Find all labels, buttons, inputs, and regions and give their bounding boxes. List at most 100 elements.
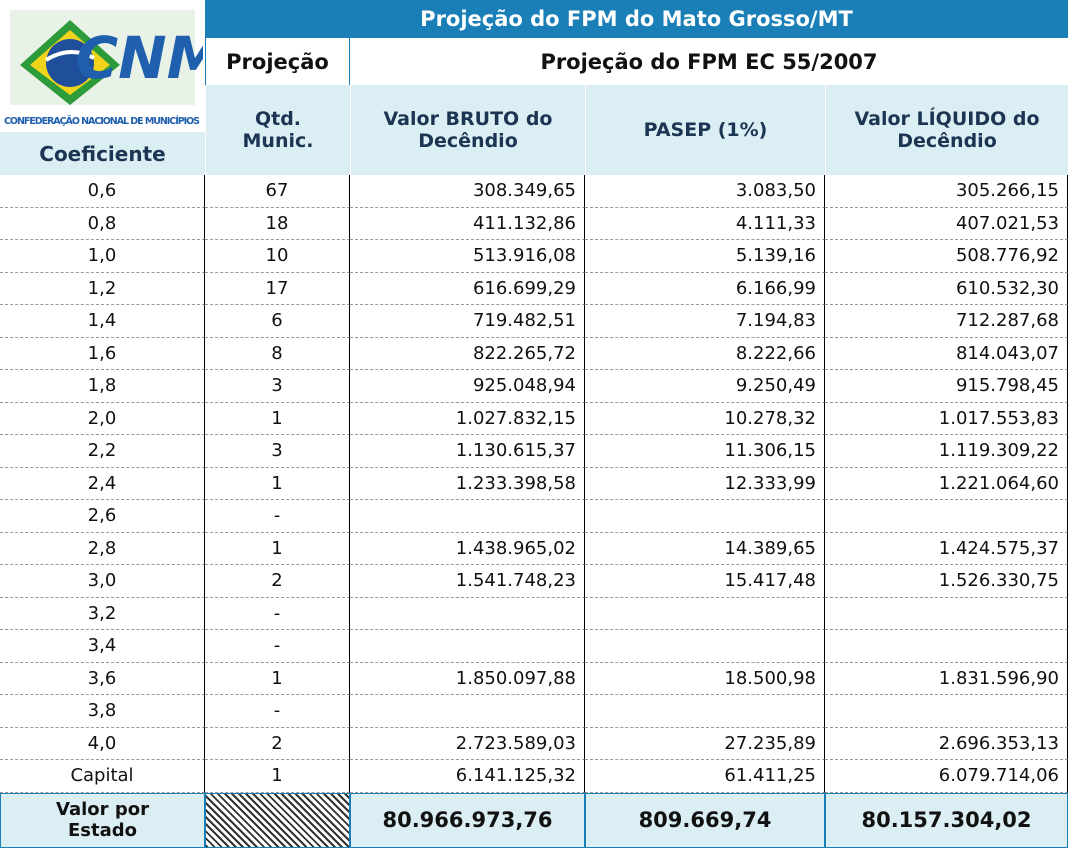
footer-cell: Valor por Estado	[0, 792, 205, 848]
hatched-cell	[205, 792, 350, 848]
cell: 1	[205, 760, 350, 793]
cell: 2	[205, 727, 350, 760]
cell: 0,6	[0, 175, 205, 208]
cell: 10	[205, 240, 350, 273]
cell: 305.266,15	[825, 175, 1068, 208]
cell: 2,0	[0, 402, 205, 435]
cell: 14.389,65	[585, 532, 825, 565]
cell: 17	[205, 272, 350, 305]
cell: 2	[205, 565, 350, 598]
cell	[585, 695, 825, 728]
cell: 1.850.097,88	[350, 662, 585, 695]
cell: -	[205, 630, 350, 663]
cell: 67	[205, 175, 350, 208]
cell	[585, 500, 825, 533]
cell: 1.130.615,37	[350, 435, 585, 468]
cell: 6.166,99	[585, 272, 825, 305]
cell: 3	[205, 435, 350, 468]
cell: -	[205, 500, 350, 533]
cell: 8.222,66	[585, 337, 825, 370]
cell: 18	[205, 207, 350, 240]
cell: 1.017.553,83	[825, 402, 1068, 435]
cell: 2.696.353,13	[825, 727, 1068, 760]
cell: 1	[205, 532, 350, 565]
cell: 4.111,33	[585, 207, 825, 240]
cell: 1	[205, 402, 350, 435]
cell: 61.411,25	[585, 760, 825, 793]
cell	[585, 630, 825, 663]
cell: 1,2	[0, 272, 205, 305]
cell: 1.221.064,60	[825, 467, 1068, 500]
cell: 822.265,72	[350, 337, 585, 370]
cell: 616.699,29	[350, 272, 585, 305]
cell: Capital	[0, 760, 205, 793]
cell: 1,8	[0, 370, 205, 403]
cell: 9.250,49	[585, 370, 825, 403]
cell: 2,6	[0, 500, 205, 533]
cell: -	[205, 695, 350, 728]
cell: 18.500,98	[585, 662, 825, 695]
column-header: Qtd. Munic.	[205, 85, 350, 175]
cell: 3,6	[0, 662, 205, 695]
cell: 15.417,48	[585, 565, 825, 598]
cell: 3,4	[0, 630, 205, 663]
cell: 4,0	[0, 727, 205, 760]
cell: 1.233.398,58	[350, 467, 585, 500]
cell: 27.235,89	[585, 727, 825, 760]
cell	[350, 500, 585, 533]
group-right: Projeção do FPM EC 55/2007	[540, 49, 878, 74]
cell: 1.424.575,37	[825, 532, 1068, 565]
cell: 3	[205, 370, 350, 403]
cell	[350, 695, 585, 728]
cell: 6	[205, 305, 350, 338]
column-header: Valor LÍQUIDO do Decêndio	[825, 85, 1068, 175]
footer-cell: 809.669,74	[585, 792, 825, 848]
footer-cell: 80.966.973,76	[350, 792, 585, 848]
cell: 712.287,68	[825, 305, 1068, 338]
cell: 1,4	[0, 305, 205, 338]
cell: 407.021,53	[825, 207, 1068, 240]
cell: 925.048,94	[350, 370, 585, 403]
cell: 10.278,32	[585, 402, 825, 435]
cell: 3,2	[0, 597, 205, 630]
cell: 1.526.330,75	[825, 565, 1068, 598]
cell: 6.079.714,06	[825, 760, 1068, 793]
cell: 814.043,07	[825, 337, 1068, 370]
cell	[825, 500, 1068, 533]
cell: 1.831.596,90	[825, 662, 1068, 695]
cell: 719.482,51	[350, 305, 585, 338]
cell: 1.119.309,22	[825, 435, 1068, 468]
footer-cell: 80.157.304,02	[825, 792, 1068, 848]
cell: 915.798,45	[825, 370, 1068, 403]
cell: 3.083,50	[585, 175, 825, 208]
cell: 1.027.832,15	[350, 402, 585, 435]
cell	[825, 695, 1068, 728]
cell: 1,6	[0, 337, 205, 370]
cell: 5.139,16	[585, 240, 825, 273]
cell: 610.532,30	[825, 272, 1068, 305]
column-header: Valor BRUTO do Decêndio	[350, 85, 585, 175]
cell: 2,8	[0, 532, 205, 565]
cell: 2,4	[0, 467, 205, 500]
cell: 0,8	[0, 207, 205, 240]
column-header: Coeficiente	[0, 132, 205, 175]
cell: 1	[205, 662, 350, 695]
cell: 12.333,99	[585, 467, 825, 500]
logo: CNM CONFEDERAÇÃO NACIONAL DE MUNICÍPIOS	[0, 0, 205, 132]
cell	[350, 630, 585, 663]
cell: 2.723.589,03	[350, 727, 585, 760]
cell: 2,2	[0, 435, 205, 468]
title: Projeção do FPM do Mato Grosso/MT	[205, 0, 1068, 38]
cell: 1.438.965,02	[350, 532, 585, 565]
cell	[825, 630, 1068, 663]
cell: -	[205, 597, 350, 630]
column-header: PASEP (1%)	[585, 85, 825, 175]
cell: 6.141.125,32	[350, 760, 585, 793]
cell: 1	[205, 467, 350, 500]
cell: 1,0	[0, 240, 205, 273]
cell: 7.194,83	[585, 305, 825, 338]
cell: 11.306,15	[585, 435, 825, 468]
logo-subtitle: CONFEDERAÇÃO NACIONAL DE MUNICÍPIOS	[4, 115, 200, 127]
logo-graphic: CNM CONFEDERAÇÃO NACIONAL DE MUNICÍPIOS	[4, 10, 203, 127]
